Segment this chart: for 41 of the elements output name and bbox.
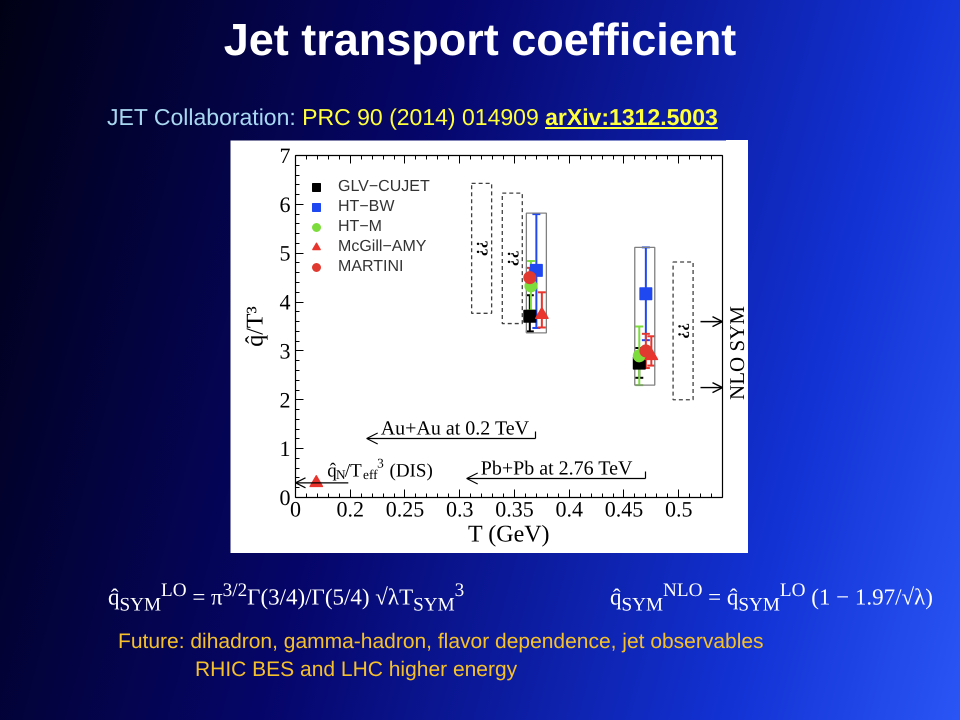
x-tick-label: 0.3 (446, 496, 474, 522)
y-tick-label: 6 (280, 192, 290, 217)
text: q̂$_{SYM}$$^{NLO}$ = q̂$_{SYM}$$^{LO}$ (1 − 1.97/√λ) (610, 580, 933, 616)
x-axis-title: T (GeV) (468, 522, 550, 548)
annotation: Au+Au at 0.2 TeV (380, 418, 530, 440)
x-tick-label: 0.4 (555, 496, 583, 522)
point (523, 271, 536, 284)
y-axis-title: q̂/T³ (242, 306, 268, 347)
y-tick-label: 4 (280, 290, 290, 315)
chart-subtitle: JET Collaboration: PRC 90 (2014) 014909 arXiv:1312.5003 (107, 104, 718, 130)
bar (634, 246, 656, 386)
point (639, 344, 652, 358)
y-tick-label: 1 (280, 436, 290, 462)
legend-label: HT−BW (338, 197, 394, 217)
x-tick-label: 0.35 (495, 496, 534, 522)
x-tick-label: 0.5 (664, 496, 692, 522)
x-tick-label: 0.45 (604, 496, 644, 522)
ref-line-label: NLO (725, 356, 749, 400)
legend-label: GLV−CUJET (338, 177, 430, 197)
text: RHIC BES and LHC higher energy (195, 657, 518, 683)
bar (672, 261, 694, 400)
chart-title: Jet transport coefficient (224, 13, 736, 67)
y-tick-label: 3 (280, 338, 290, 364)
bar (470, 182, 492, 314)
data-label: ?? (674, 322, 692, 339)
x-tick-label: 0.25 (386, 496, 424, 522)
bar (502, 192, 523, 324)
y-tick-label: 5 (280, 240, 290, 266)
annotation: Pb+Pb at 2.76 TeV (480, 458, 633, 480)
data-label: ?? (504, 250, 521, 266)
legend-label: MARTINI (338, 257, 404, 277)
legend-label: HT−M (338, 217, 382, 237)
y-tick-label: 7 (280, 143, 290, 168)
data-label: ?? (473, 240, 490, 256)
bar (526, 212, 548, 334)
ref-line-label: SYM (725, 306, 749, 352)
point (639, 287, 652, 300)
x-tick-label: 0.2 (336, 496, 364, 522)
text: Future: dihadron, gamma-hadron, flavor dependence, jet observables (118, 629, 764, 655)
y-tick-label: 2 (280, 387, 290, 412)
legend-label: McGill−AMY (338, 237, 426, 257)
